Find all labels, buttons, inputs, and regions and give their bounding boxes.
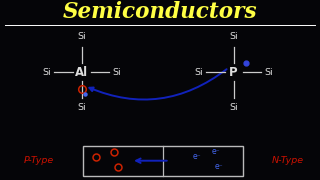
Text: Si: Si [194, 68, 203, 77]
Text: Si: Si [77, 103, 86, 112]
Text: Al: Al [75, 66, 88, 79]
Text: Si: Si [265, 68, 273, 77]
Text: Si: Si [77, 32, 86, 41]
Text: e⁻: e⁻ [215, 162, 223, 171]
Text: Si: Si [42, 68, 51, 77]
Text: P: P [229, 66, 238, 79]
Text: e⁻: e⁻ [193, 152, 201, 161]
Text: Si: Si [229, 103, 238, 112]
Text: Si: Si [113, 68, 121, 77]
Text: N-Type: N-Type [272, 156, 304, 165]
FancyArrowPatch shape [89, 69, 227, 100]
Text: Si: Si [229, 32, 238, 41]
Bar [83, 146, 243, 176]
Text: P-Type: P-Type [23, 156, 53, 165]
Text: e⁻: e⁻ [212, 147, 220, 156]
Text: Semiconductors: Semiconductors [63, 1, 257, 23]
